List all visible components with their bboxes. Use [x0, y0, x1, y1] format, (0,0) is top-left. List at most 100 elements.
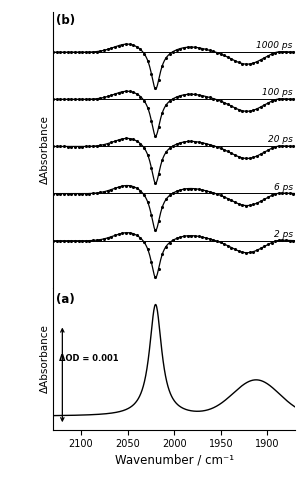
Point — [131, 183, 135, 191]
Point — [215, 96, 219, 104]
Point — [178, 186, 183, 194]
Point — [225, 148, 230, 156]
Point — [167, 144, 172, 152]
Point — [225, 195, 230, 203]
Point — [54, 237, 59, 245]
Point — [58, 96, 63, 103]
Point — [236, 247, 241, 255]
Point — [54, 96, 59, 103]
Point — [185, 43, 190, 51]
Text: 20 ps: 20 ps — [268, 135, 293, 144]
Point — [109, 92, 114, 99]
Point — [276, 48, 281, 56]
Point — [156, 123, 161, 131]
Text: ΔOD = 0.001: ΔOD = 0.001 — [58, 354, 118, 362]
Point — [138, 46, 143, 53]
Point — [72, 48, 77, 56]
Point — [51, 190, 55, 197]
Y-axis label: ΔAbsorbance: ΔAbsorbance — [40, 324, 50, 393]
Point — [244, 108, 248, 115]
Point — [94, 189, 99, 197]
Point — [98, 95, 103, 102]
Point — [145, 57, 150, 64]
Point — [83, 143, 88, 150]
Point — [127, 229, 132, 237]
Point — [233, 151, 238, 159]
Point — [112, 184, 117, 192]
Point — [276, 190, 281, 197]
Point — [284, 237, 288, 244]
Point — [87, 190, 92, 197]
Point — [94, 236, 99, 244]
Point — [76, 143, 81, 150]
Point — [204, 234, 208, 242]
Point — [127, 182, 132, 190]
Point — [280, 236, 285, 244]
Point — [69, 237, 74, 245]
Point — [160, 204, 165, 211]
Point — [218, 144, 223, 152]
Point — [182, 44, 187, 51]
Text: (b): (b) — [56, 14, 75, 27]
Point — [276, 142, 281, 150]
Point — [134, 231, 139, 239]
Point — [167, 192, 172, 199]
Point — [149, 117, 154, 125]
Point — [164, 243, 168, 251]
Point — [291, 96, 296, 103]
Point — [273, 143, 278, 151]
Point — [255, 246, 259, 254]
Point — [142, 191, 147, 199]
Point — [175, 93, 179, 101]
Point — [153, 84, 158, 92]
Point — [109, 139, 114, 146]
Point — [138, 234, 143, 242]
Point — [72, 143, 77, 150]
Point — [175, 140, 179, 148]
Point — [240, 248, 245, 256]
Point — [196, 185, 201, 193]
Point — [251, 201, 256, 208]
Point — [200, 45, 205, 52]
Point — [112, 90, 117, 98]
Point — [229, 149, 234, 157]
Point — [120, 182, 125, 190]
Point — [175, 235, 179, 242]
Point — [207, 141, 212, 148]
Point — [94, 48, 99, 55]
Point — [204, 93, 208, 100]
Point — [58, 48, 63, 56]
Point — [112, 231, 117, 239]
Point — [258, 150, 263, 158]
Point — [280, 142, 285, 150]
Point — [94, 142, 99, 150]
Point — [160, 156, 165, 164]
Point — [255, 58, 259, 65]
Point — [83, 48, 88, 56]
Point — [167, 97, 172, 105]
Point — [244, 249, 248, 256]
Point — [269, 192, 274, 199]
Point — [207, 94, 212, 101]
Point — [102, 141, 106, 148]
Point — [251, 59, 256, 67]
Point — [65, 96, 70, 103]
Point — [269, 144, 274, 152]
Point — [287, 190, 292, 197]
Point — [236, 59, 241, 66]
Point — [105, 234, 110, 242]
Point — [91, 190, 95, 197]
Point — [262, 195, 267, 203]
Point — [185, 185, 190, 192]
Point — [65, 190, 70, 197]
Point — [240, 201, 245, 209]
Point — [76, 237, 81, 245]
Point — [262, 242, 267, 250]
Point — [200, 233, 205, 241]
Point — [62, 143, 66, 150]
Point — [138, 187, 143, 195]
Point — [105, 187, 110, 194]
Point — [54, 48, 59, 56]
Point — [193, 91, 198, 98]
Point — [222, 193, 227, 201]
